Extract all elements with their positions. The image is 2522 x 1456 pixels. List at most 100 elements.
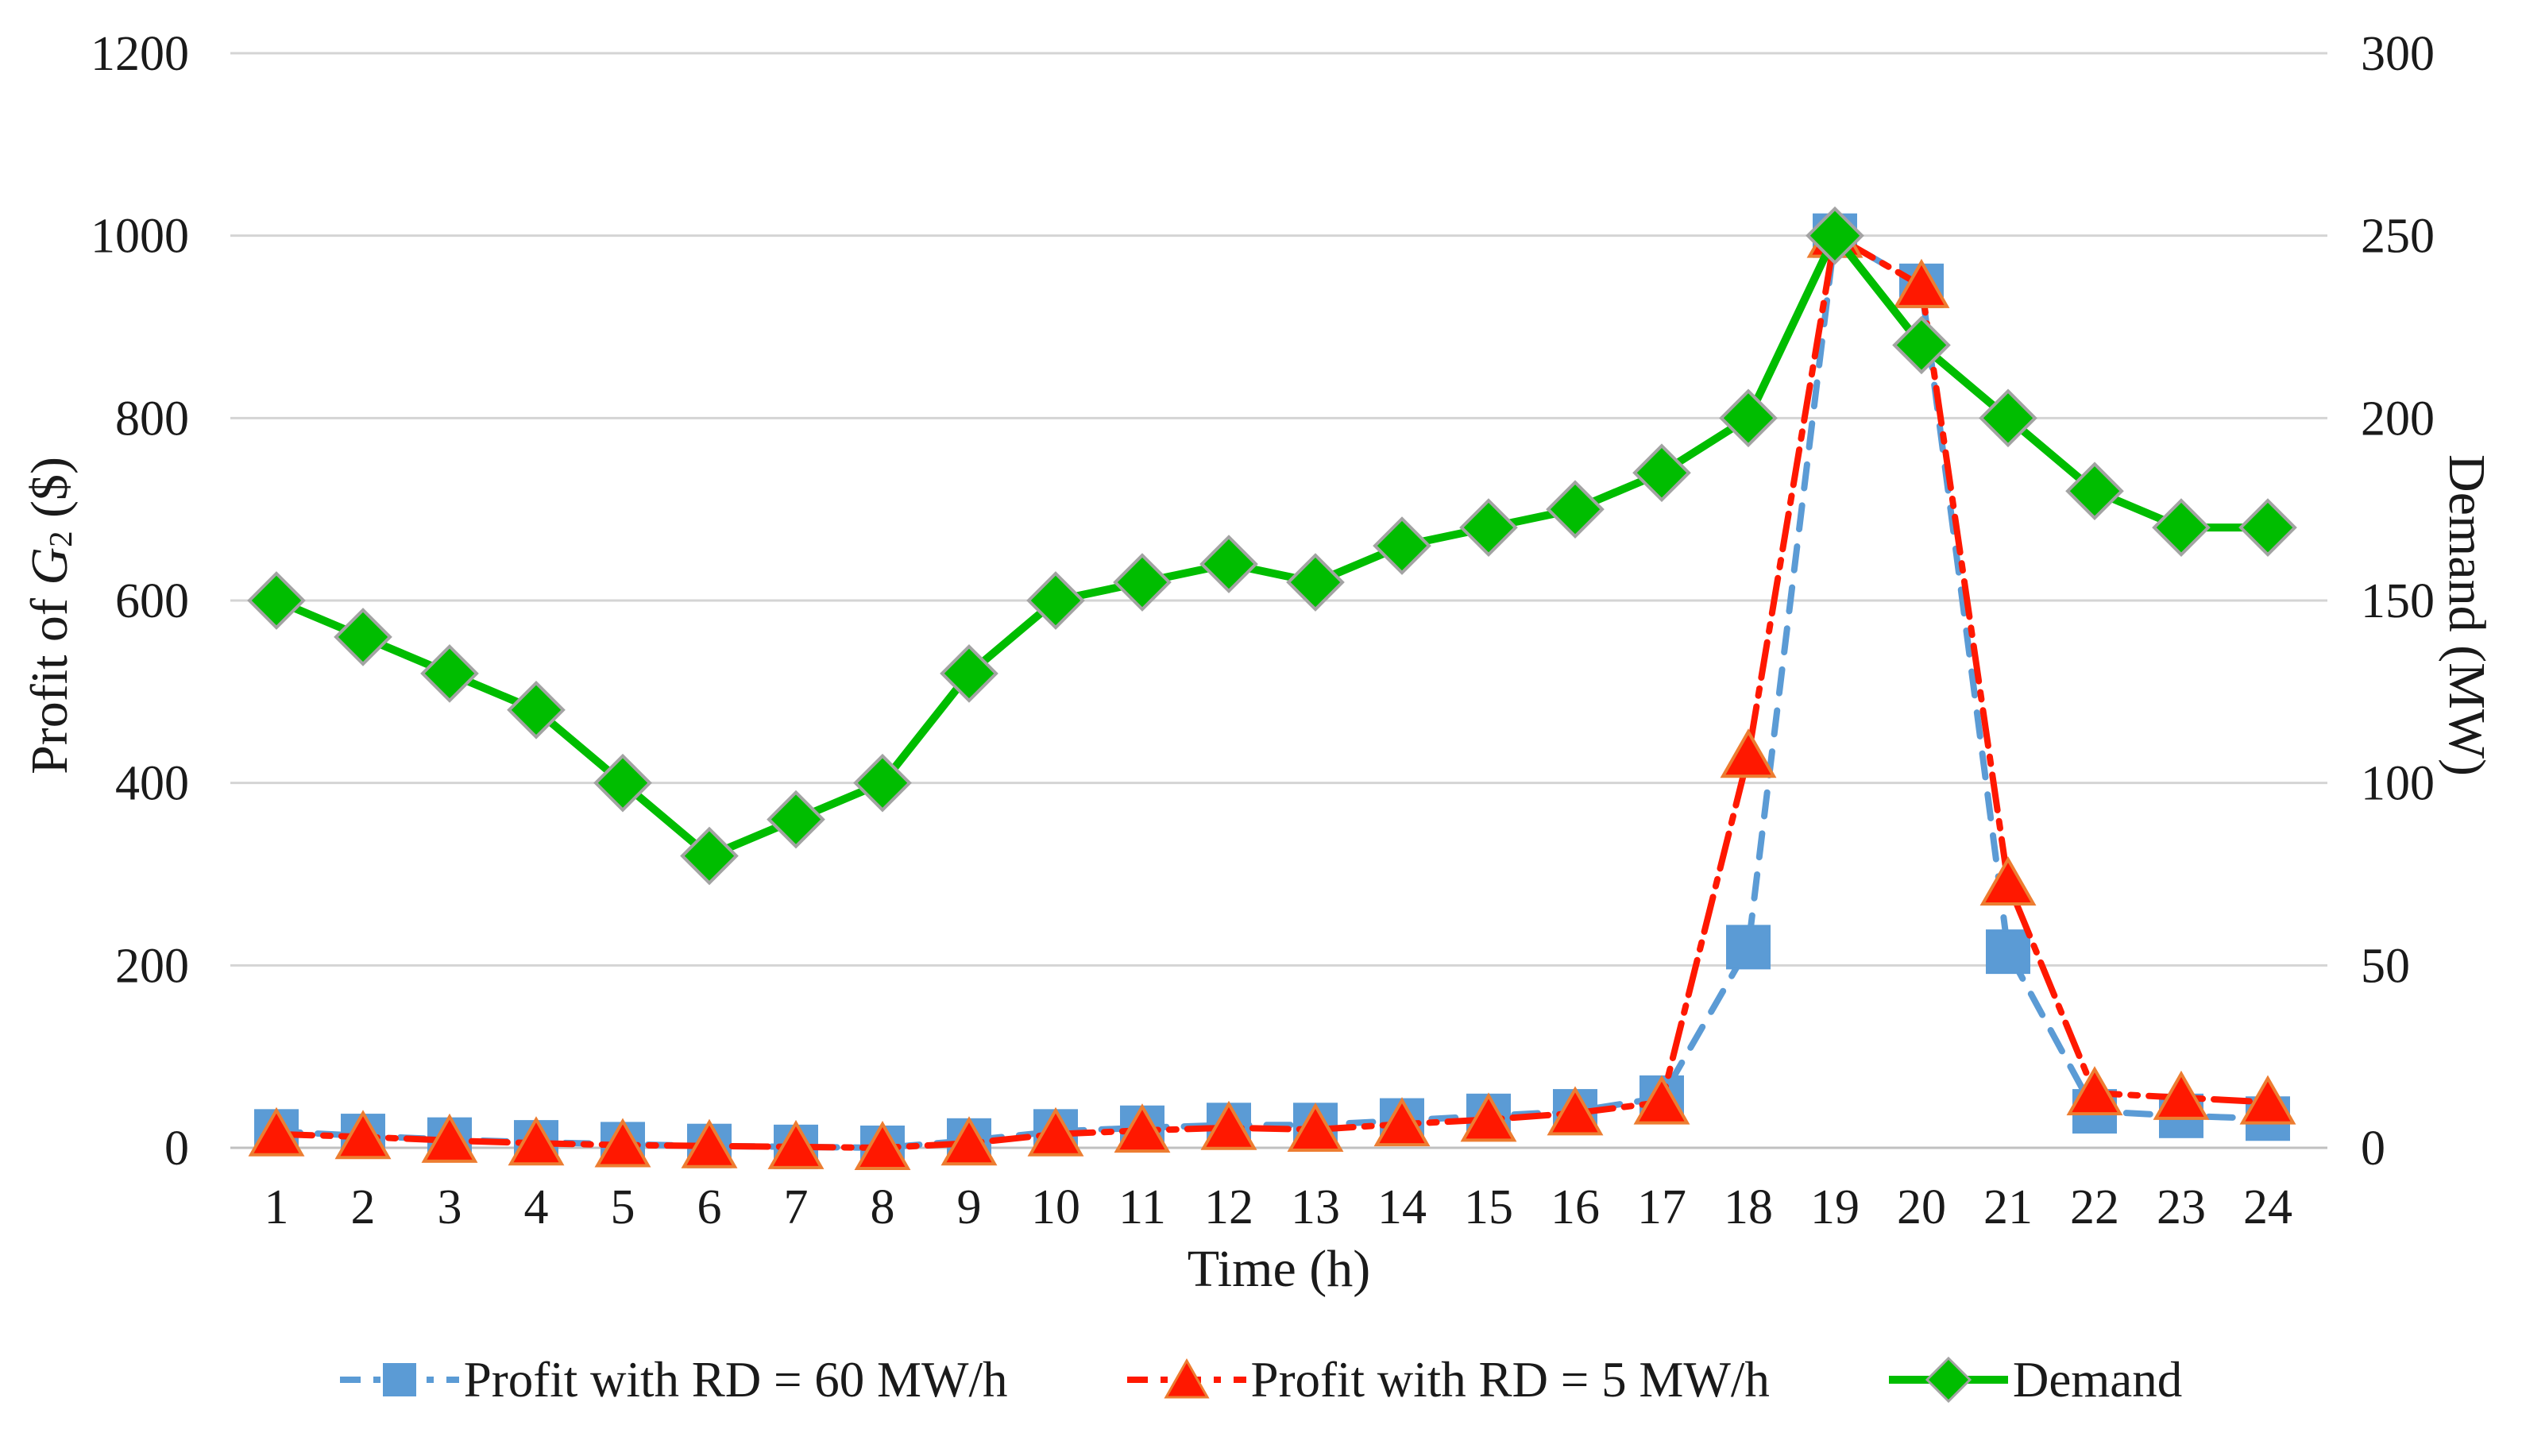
y-axis-title-right: Demand (MW) bbox=[2419, 0, 2514, 1231]
series-1-triangle-marker bbox=[681, 1118, 738, 1168]
legend-swatch-line-0 bbox=[339, 1363, 459, 1396]
x-tick-label: 17 bbox=[1637, 1180, 1686, 1234]
y-tick-label-right: 50 bbox=[2361, 939, 2410, 993]
series-2-diamond-marker bbox=[1113, 553, 1172, 612]
x-tick-label: 22 bbox=[2070, 1180, 2119, 1234]
y-axis-title-left-text: Profit of bbox=[20, 585, 79, 774]
y-tick-label-right: 250 bbox=[2361, 210, 2435, 264]
x-tick-label: 9 bbox=[957, 1180, 982, 1234]
series-line-0 bbox=[273, 230, 2271, 1152]
legend-label-demand: Demand bbox=[2012, 1351, 2183, 1408]
legend-swatch-square-icon bbox=[382, 1363, 416, 1396]
legend-label-profit-rd60: Profit with RD = 60 MW/h bbox=[463, 1351, 1008, 1408]
series-1-triangle-marker bbox=[594, 1118, 651, 1168]
x-tick-label: 16 bbox=[1551, 1180, 1600, 1234]
x-tick-label: 18 bbox=[1724, 1180, 1773, 1234]
legend-swatch-demand-icon bbox=[1888, 1352, 2008, 1408]
x-tick-label: 14 bbox=[1377, 1180, 1427, 1234]
series-1-triangle-marker bbox=[1460, 1092, 1517, 1142]
y-axis-title-right-text: Demand (MW) bbox=[2438, 454, 2496, 777]
series-2-diamond-marker bbox=[420, 644, 479, 703]
series-1-triangle-marker bbox=[1114, 1103, 1171, 1153]
legend-swatch-diamond-icon bbox=[1925, 1356, 1972, 1404]
series-2-diamond-marker bbox=[853, 753, 912, 813]
series-1-triangle-marker bbox=[2239, 1075, 2296, 1125]
y-axis-title-left-sub: 2 bbox=[43, 531, 79, 547]
series-2-diamond-marker bbox=[1546, 480, 1605, 539]
series-2-diamond-marker bbox=[1806, 206, 1864, 265]
y-tick-label-right: 0 bbox=[2361, 1122, 2385, 1176]
series-2-diamond-marker bbox=[507, 680, 566, 740]
y-tick-label-right: 200 bbox=[2361, 392, 2435, 446]
x-tick-label: 6 bbox=[697, 1180, 722, 1234]
legend-swatch-line-2 bbox=[1888, 1356, 2008, 1404]
x-tick-label: 12 bbox=[1204, 1180, 1253, 1234]
series-1-triangle-marker bbox=[334, 1110, 392, 1160]
series-1-triangle-marker bbox=[940, 1116, 998, 1166]
x-tick-label: 3 bbox=[438, 1180, 462, 1234]
series-1-triangle-marker bbox=[2066, 1066, 2123, 1116]
series-line-2 bbox=[272, 228, 2272, 861]
legend-swatch-profit-rd5-icon bbox=[1126, 1352, 1246, 1408]
series-2-diamond-marker bbox=[2152, 498, 2211, 557]
series-1-triangle-marker bbox=[1720, 728, 1777, 778]
series-1-triangle-marker bbox=[767, 1119, 825, 1169]
x-tick-label: 7 bbox=[784, 1180, 809, 1234]
y-axis-title-left: Profit of G2 ($) bbox=[3, 0, 98, 1231]
series-1-triangle-marker bbox=[1373, 1097, 1431, 1147]
x-tick-label: 5 bbox=[611, 1180, 635, 1234]
series-0-square-marker bbox=[1986, 929, 2030, 975]
series-1-triangle-marker bbox=[2153, 1070, 2210, 1120]
legend: Profit with RD = 60 MW/h Profit with RD … bbox=[0, 1328, 2522, 1431]
series-0-square-marker bbox=[1726, 925, 1771, 970]
y-tick-label-left: 0 bbox=[164, 1122, 189, 1176]
x-axis-title: Time (h) bbox=[1187, 1240, 1371, 1298]
x-tick-label: 13 bbox=[1291, 1180, 1340, 1234]
y-axis-title-left-suffix: ($) bbox=[20, 457, 79, 531]
y-tick-label-left: 600 bbox=[115, 574, 189, 628]
series-2-diamond-marker bbox=[247, 571, 306, 630]
series-2-diamond-marker bbox=[1199, 535, 1258, 593]
x-tick-label: 2 bbox=[351, 1180, 376, 1234]
series-1-triangle-marker bbox=[508, 1116, 565, 1166]
y-tick-label-left: 200 bbox=[115, 939, 189, 993]
legend-item-profit-rd60: Profit with RD = 60 MW/h bbox=[339, 1351, 1008, 1409]
y-tick-label-left: 1000 bbox=[91, 210, 189, 264]
series-1-triangle-marker bbox=[421, 1113, 478, 1163]
x-tick-label: 19 bbox=[1810, 1180, 1860, 1234]
x-tick-label: 4 bbox=[524, 1180, 549, 1234]
series-2-diamond-marker bbox=[1373, 516, 1431, 575]
series-line-1 bbox=[273, 230, 2271, 1152]
x-tick-label: 20 bbox=[1897, 1180, 1946, 1234]
series-2-diamond-marker bbox=[1459, 498, 1518, 557]
series-2-diamond-marker bbox=[593, 753, 652, 813]
series-2-diamond-marker bbox=[940, 644, 998, 703]
legend-label-profit-rd5: Profit with RD = 5 MW/h bbox=[1250, 1351, 1770, 1408]
legend-swatch-line-1 bbox=[1126, 1358, 1246, 1399]
series-2-diamond-marker bbox=[1979, 388, 2037, 448]
series-1-triangle-marker bbox=[1979, 855, 2037, 906]
series-1-triangle-marker bbox=[248, 1106, 305, 1157]
series-1-triangle-marker bbox=[854, 1120, 911, 1170]
x-tick-label: 1 bbox=[265, 1180, 289, 1234]
y-tick-label-right: 300 bbox=[2361, 27, 2435, 81]
x-tick-label: 21 bbox=[1983, 1180, 2033, 1234]
x-tick-label: 23 bbox=[2157, 1180, 2206, 1234]
y-tick-label-left: 800 bbox=[115, 392, 189, 446]
series-2-diamond-marker bbox=[334, 608, 392, 666]
series-2-diamond-marker bbox=[680, 826, 739, 886]
series-1-triangle-marker bbox=[1633, 1075, 1690, 1125]
legend-swatch-profit-rd60-icon bbox=[339, 1352, 459, 1408]
y-tick-label-left: 400 bbox=[115, 757, 189, 811]
series-2-diamond-marker bbox=[767, 790, 825, 849]
series-1-triangle-marker bbox=[1287, 1103, 1344, 1153]
x-tick-label: 8 bbox=[871, 1180, 895, 1234]
series-1-triangle-marker bbox=[1200, 1100, 1257, 1150]
x-tick-label: 11 bbox=[1118, 1180, 1166, 1234]
series-2-diamond-marker bbox=[2238, 498, 2297, 557]
y-tick-label-right: 150 bbox=[2361, 574, 2435, 628]
x-tick-label: 10 bbox=[1031, 1180, 1080, 1234]
x-tick-label: 24 bbox=[2243, 1180, 2292, 1234]
x-tick-label: 15 bbox=[1464, 1180, 1513, 1234]
